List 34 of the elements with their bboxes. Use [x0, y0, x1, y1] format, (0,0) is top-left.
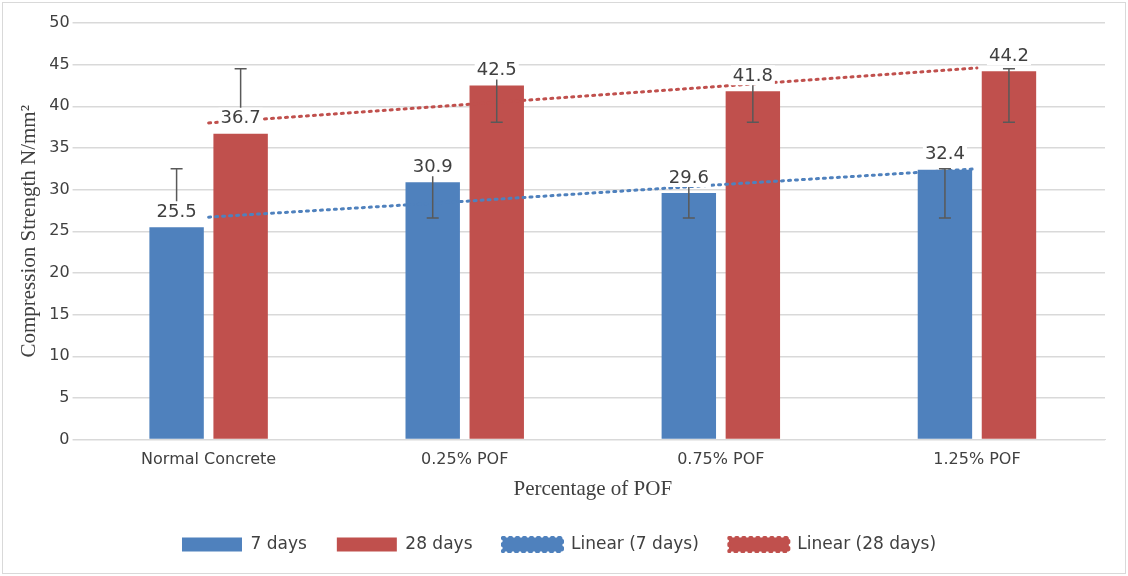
bar [149, 227, 204, 439]
y-tick-label: 5 [59, 387, 70, 407]
legend-label: 28 days [405, 532, 473, 553]
x-tick-label: 0.25% POF [421, 449, 509, 469]
x-axis-title: Percentage of POF [513, 475, 673, 500]
bar [213, 133, 268, 439]
y-tick-label: 50 [49, 12, 70, 32]
y-tick-label: 0 [59, 428, 70, 448]
y-tick-label: 45 [49, 53, 70, 73]
bar [981, 71, 1037, 439]
y-tick-label: 30 [49, 178, 70, 198]
bar [661, 192, 717, 439]
y-tick-label: 25 [49, 220, 70, 240]
bar [725, 91, 781, 439]
legend-label: Linear (28 days) [797, 532, 937, 553]
data-label: 25.5 [156, 199, 197, 221]
y-axis-title: Compression Strength N/mm² [16, 105, 41, 358]
data-label: 36.7 [220, 106, 261, 128]
x-tick-label: Normal Concrete [141, 449, 277, 469]
legend-label: Linear (7 days) [571, 532, 699, 553]
data-label: 42.5 [476, 58, 517, 80]
x-tick-label: 0.75% POF [677, 449, 765, 469]
data-label: 32.4 [924, 142, 965, 164]
legend-label: 7 days [250, 532, 307, 553]
data-label: 30.9 [412, 154, 453, 176]
y-tick-label: 10 [49, 345, 70, 365]
x-tick-label: 1.25% POF [933, 449, 1021, 469]
data-label: 44.2 [988, 44, 1029, 65]
data-label: 29.6 [668, 165, 709, 187]
data-label: 41.8 [732, 63, 773, 85]
y-tick-label: 35 [49, 137, 70, 157]
y-tick-label: 40 [49, 95, 70, 115]
y-tick-label: 15 [49, 303, 70, 323]
y-tick-label: 20 [49, 262, 70, 282]
